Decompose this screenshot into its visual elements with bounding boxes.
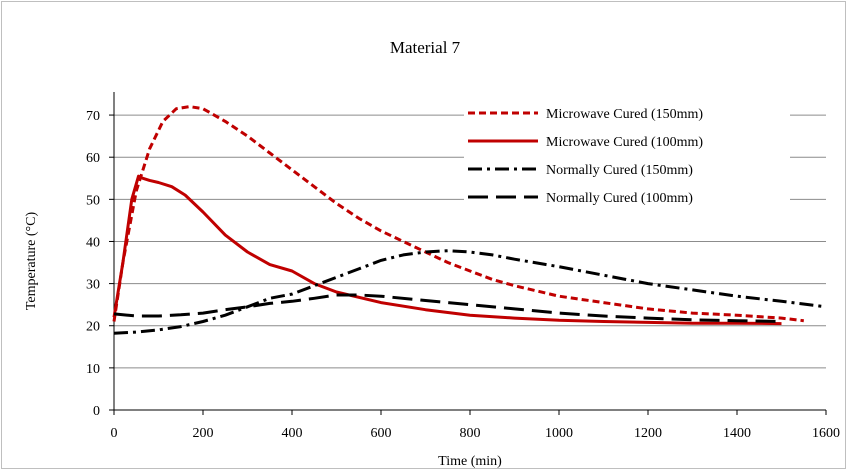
labels: Material 7 Time (min) Temperature (°C) xyxy=(24,38,502,469)
y-tick-label: 70 xyxy=(86,109,100,124)
y-tick-label: 0 xyxy=(93,404,100,419)
y-tick-label: 60 xyxy=(86,151,100,166)
legend: Microwave Cured (150mm) Microwave Cured (… xyxy=(464,99,790,211)
x-tick-label: 1600 xyxy=(812,426,840,441)
x-tick-label: 200 xyxy=(193,426,214,441)
series-line-3 xyxy=(113,249,827,335)
chart-title: Material 7 xyxy=(390,38,461,57)
series-line-1 xyxy=(112,105,804,323)
series-line-4 xyxy=(113,293,782,323)
x-tick-label: 400 xyxy=(282,426,303,441)
series-line-2 xyxy=(112,174,782,326)
x-tick-label: 800 xyxy=(460,426,481,441)
x-axis-title: Time (min) xyxy=(438,454,502,469)
y-tick-label: 40 xyxy=(86,235,100,250)
y-tick-label: 20 xyxy=(86,320,100,335)
x-tick-label: 0 xyxy=(111,426,118,441)
y-axis-title: Temperature (°C) xyxy=(24,212,39,311)
x-tick-label: 1400 xyxy=(723,426,751,441)
legend-background xyxy=(464,99,790,211)
legend-label-1: Microwave Cured (150mm) xyxy=(546,107,703,122)
y-tick-label: 50 xyxy=(86,193,100,208)
x-tick-label: 1000 xyxy=(545,426,573,441)
legend-label-3: Normally Cured (150mm) xyxy=(546,163,693,178)
x-tick-label: 600 xyxy=(371,426,392,441)
x-tick-label: 1200 xyxy=(634,426,662,441)
legend-label-4: Normally Cured (100mm) xyxy=(546,191,693,206)
y-tick-label: 30 xyxy=(86,278,100,293)
y-tick-label: 10 xyxy=(86,362,100,377)
axes: 0 10 20 30 40 50 60 70 0 200 400 600 800 1000 1200 1400… xyxy=(86,92,840,441)
legend-label-2: Microwave Cured (100mm) xyxy=(546,135,703,150)
series-lines xyxy=(112,105,827,335)
